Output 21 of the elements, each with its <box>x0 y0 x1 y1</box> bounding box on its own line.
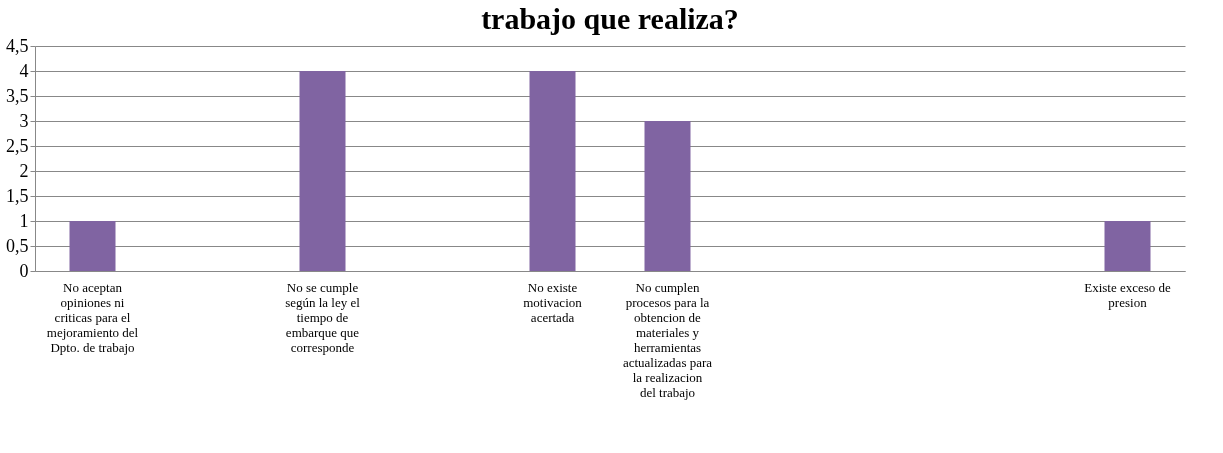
y-tick-label: 2 <box>19 160 29 181</box>
bar <box>299 71 346 271</box>
bar <box>644 121 691 271</box>
x-tick-label: No se cumple según la ley el tiempo de embarque que corresponde <box>285 279 361 355</box>
y-tick-label: 0 <box>19 260 29 281</box>
y-tick-label: 1,5 <box>6 185 29 206</box>
y-tick-label: 3 <box>19 110 29 131</box>
y-tick-label: 4 <box>19 60 29 81</box>
x-tick-label: No cumplen procesos para la obtencion de materiales y herramientas actualizadas para la realizacion del trabajo <box>622 279 713 400</box>
y-tick-label: 3,5 <box>6 85 29 106</box>
y-tick-label: 0,5 <box>6 235 29 256</box>
x-tick-label: No existe motivacion acertada <box>523 279 583 325</box>
y-tick-label: 1 <box>19 210 29 231</box>
bar <box>529 71 576 271</box>
x-tick-label: Existe exceso de presion <box>1084 279 1172 310</box>
chart-title: trabajo que realiza? <box>481 2 739 35</box>
bar <box>1104 221 1151 271</box>
y-tick-label: 4,5 <box>6 35 29 56</box>
bar <box>69 221 116 271</box>
x-tick-label: No aceptan opiniones ni criticas para el mejoramiento del Dpto. de trabajo <box>46 279 139 355</box>
y-tick-label: 2,5 <box>6 135 29 156</box>
